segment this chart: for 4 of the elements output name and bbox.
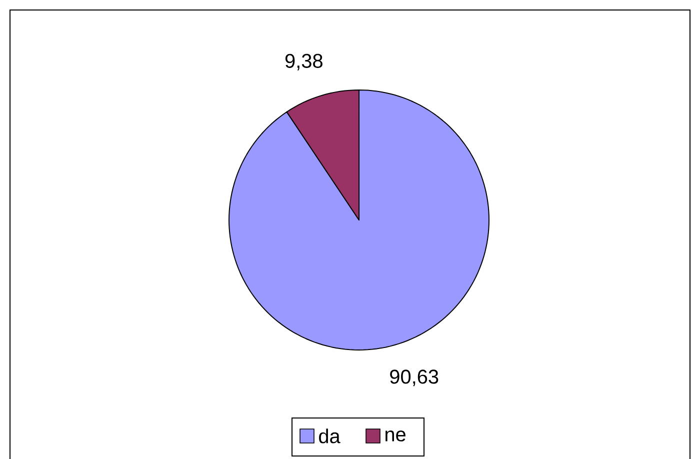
legend-label: da [319, 428, 340, 444]
data-label: 90,63 [390, 370, 438, 386]
data-label: 9,38 [285, 54, 322, 70]
legend-label: ne [386, 430, 406, 442]
